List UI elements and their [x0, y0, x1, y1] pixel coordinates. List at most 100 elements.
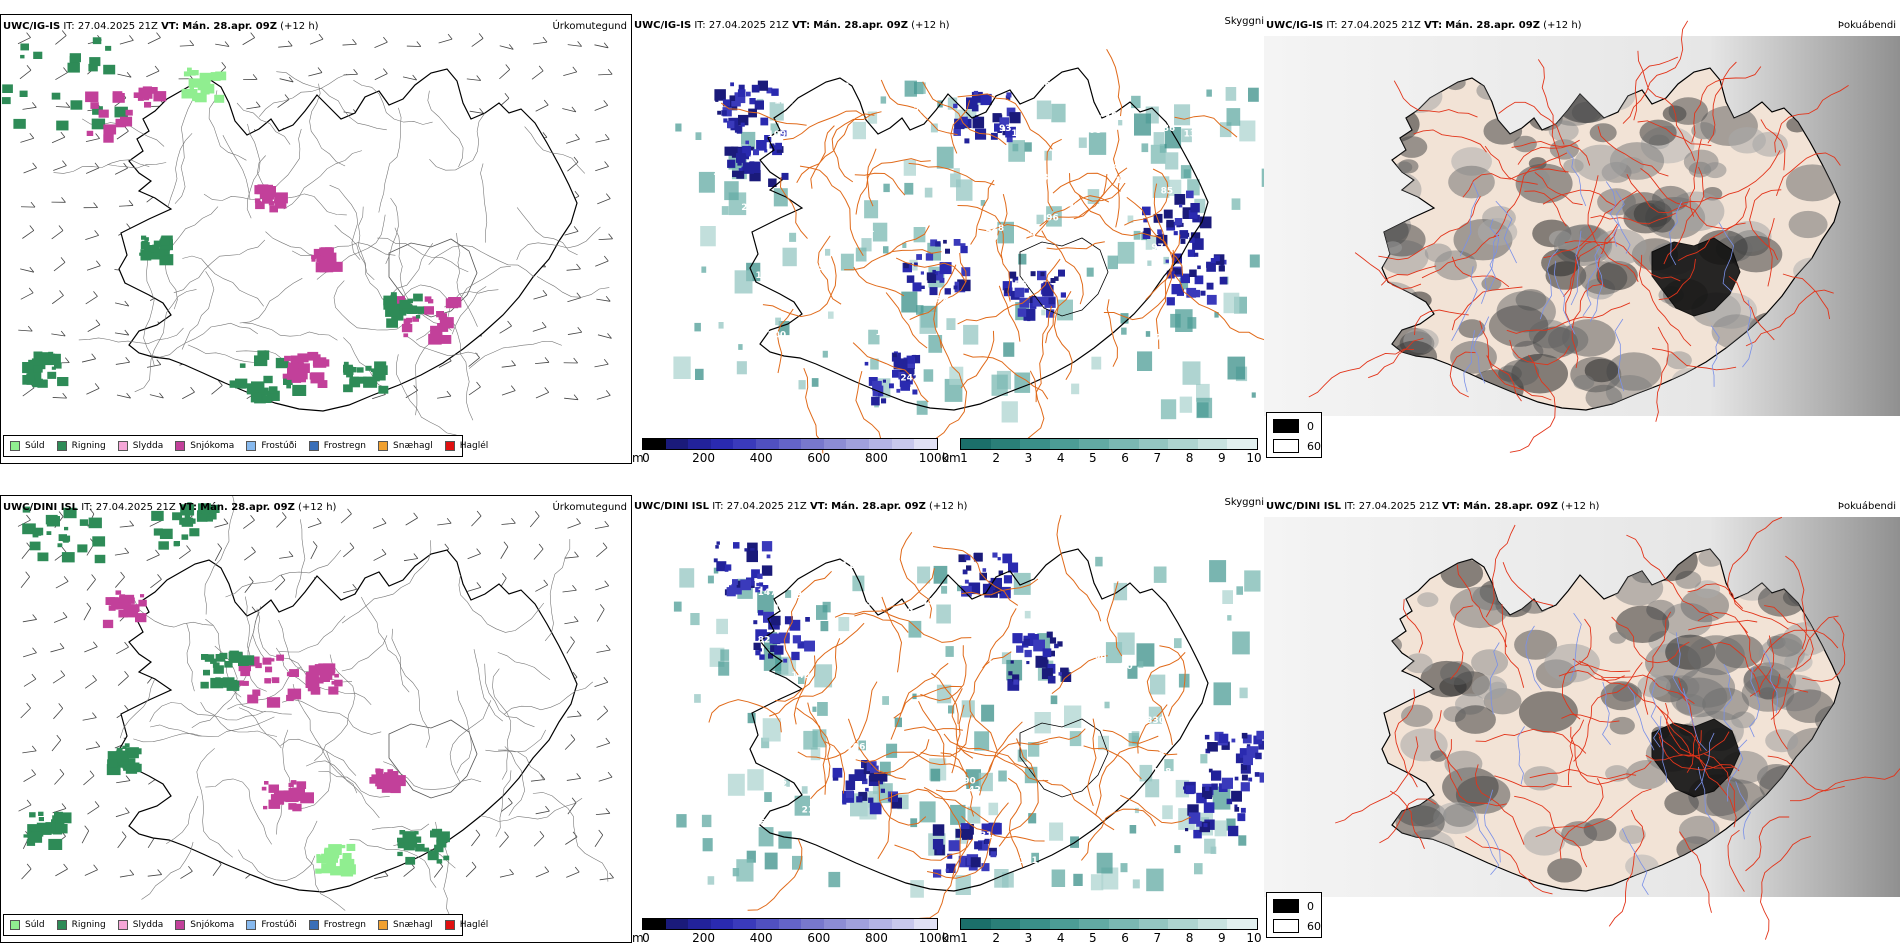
wind-barb	[604, 580, 610, 587]
ceiling-cell	[1042, 648, 1052, 658]
visibility-cell	[1174, 845, 1181, 854]
visibility-cell	[1231, 198, 1241, 210]
wind-barb	[534, 511, 540, 517]
ceiling-value-label: 557	[1014, 280, 1033, 290]
ceiling-cell	[1194, 275, 1204, 285]
visibility-cell	[1044, 150, 1052, 161]
road-line	[1587, 175, 1639, 282]
visibility-cell	[1036, 214, 1044, 225]
wind-barb	[155, 549, 160, 556]
wind-barb	[58, 511, 64, 517]
visibility-cell	[1226, 108, 1241, 126]
wind-barb	[146, 70, 160, 78]
road-line	[1652, 348, 1737, 371]
ceiling-cell	[736, 170, 745, 179]
wind-barb	[535, 104, 549, 112]
ceiling-cell	[865, 787, 869, 792]
ceiling-cell	[994, 123, 1003, 132]
precip-cell	[279, 790, 292, 800]
precip-cell	[229, 679, 238, 687]
ceiling-value-label: 288	[741, 203, 760, 213]
precip-cell	[270, 196, 275, 200]
ceiling-cell	[974, 841, 983, 850]
panel-header: UWC/DINI ISL IT: 27.04.2025 21Z VT: Mán.…	[3, 502, 337, 513]
ceiling-cell	[783, 658, 788, 663]
precip-cell	[106, 764, 121, 776]
colorbar-bin	[710, 439, 734, 449]
wind-barb	[604, 134, 610, 140]
visibility-cell	[727, 773, 745, 796]
precip-cell	[288, 782, 294, 788]
precip-cell	[153, 528, 163, 536]
visibility-cell	[1069, 731, 1082, 747]
ceiling-cell	[872, 380, 882, 391]
ceiling-cell	[1012, 276, 1019, 283]
precip-cell	[114, 106, 128, 118]
precip-cell	[69, 53, 81, 63]
ceiling-cell	[1156, 234, 1168, 247]
wind-barb	[20, 576, 30, 589]
road-line	[258, 73, 347, 117]
ceiling-cell	[1248, 777, 1253, 782]
visibility-cell	[1179, 278, 1189, 290]
visibility-cell	[1146, 868, 1164, 892]
visibility-cell	[936, 146, 954, 169]
legend-label: Rigning	[71, 441, 106, 451]
legend-swatch	[56, 920, 67, 930]
road-line	[222, 135, 251, 200]
precip-cell	[205, 510, 217, 520]
wind-barb	[116, 646, 129, 655]
precip-cell	[94, 554, 106, 564]
ceiling-cell	[1237, 813, 1246, 822]
wind-barb	[598, 829, 604, 836]
wind-barb	[147, 874, 162, 877]
ceiling-value-label: 64	[759, 818, 772, 828]
ceiling-cell	[1188, 812, 1201, 824]
legend-label: Slydda	[132, 441, 164, 451]
colorbar-tick-label: 10	[1246, 931, 1262, 945]
wind-barb	[573, 226, 579, 232]
road-line	[951, 704, 965, 774]
road-line	[1494, 775, 1572, 788]
wind-barb	[576, 263, 581, 270]
fog-cell	[1562, 319, 1616, 357]
road-line	[204, 496, 235, 615]
wind-barb	[478, 33, 484, 39]
wind-barb	[189, 40, 195, 46]
wind-barb	[566, 138, 580, 144]
wind-barb	[81, 358, 96, 363]
colorbar-tick-label: 1000	[918, 931, 950, 945]
precip-cell	[219, 679, 225, 684]
visibility-cell	[897, 794, 909, 810]
precip-cell	[140, 594, 145, 598]
ceiling-cell	[832, 775, 839, 781]
wind-barb	[20, 707, 31, 719]
road-line	[238, 849, 316, 882]
precip-cell	[92, 536, 106, 547]
road-line	[899, 532, 933, 619]
road-line	[451, 286, 487, 335]
visibility-cell	[1165, 152, 1179, 170]
wind-barb	[576, 292, 582, 298]
precip-type-panel-top: UWC/IG-IS IT: 27.04.2025 21Z VT: Mán. 28…	[0, 14, 632, 464]
ceiling-cell	[763, 611, 774, 623]
ceiling-value-label: 112	[756, 271, 775, 281]
wind-barb	[186, 545, 191, 551]
visibility-cell	[930, 123, 938, 133]
visibility-cell	[1028, 742, 1040, 757]
precip-cell	[79, 519, 89, 526]
precip-cell	[342, 853, 352, 861]
ceiling-value-label: 71	[1155, 334, 1168, 344]
ceiling-cell	[753, 149, 759, 156]
wind-barb	[402, 76, 417, 81]
wind-barb	[242, 37, 255, 46]
precip-cell	[141, 235, 147, 240]
road-line	[807, 702, 831, 800]
legend-swatch	[308, 920, 319, 930]
ceiling-cell	[745, 140, 749, 145]
wind-barb	[475, 829, 481, 836]
wind-barb	[116, 130, 129, 140]
ceiling-cell	[1047, 675, 1056, 684]
ceiling-value-label: 106	[847, 743, 866, 753]
colorbar-bin	[1079, 439, 1109, 449]
